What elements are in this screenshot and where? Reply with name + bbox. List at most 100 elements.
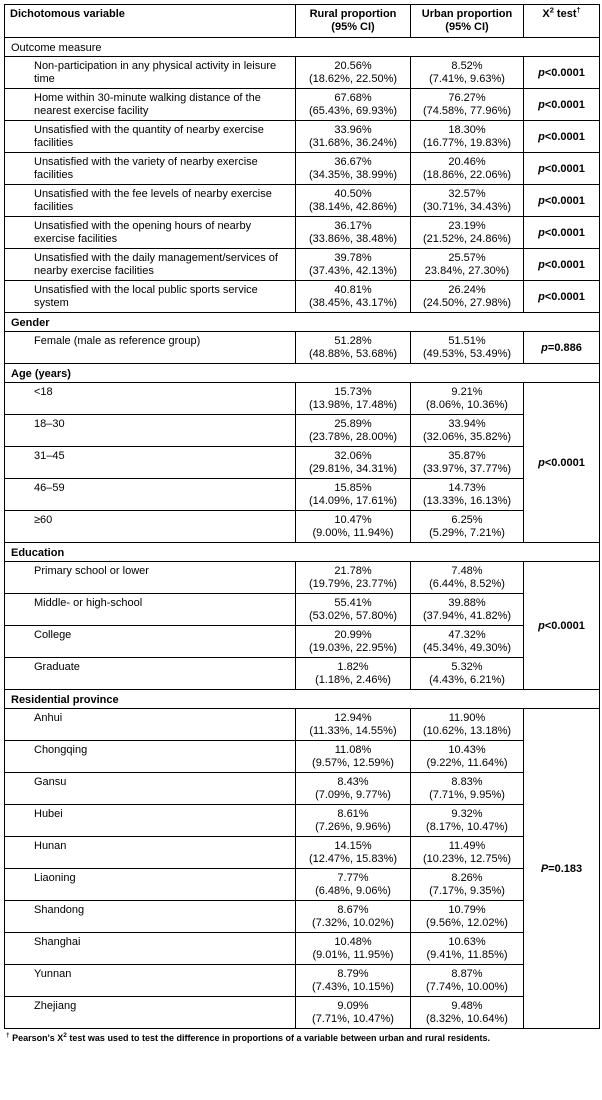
rural-ci: (14.09%, 17.61%)	[308, 494, 398, 507]
rural-value: 40.50%	[334, 188, 372, 200]
section-title: Outcome measure	[4, 37, 600, 57]
urban-value: 26.24%	[448, 284, 486, 296]
row-label: Unsatisfied with the variety of nearby e…	[4, 152, 296, 185]
rural-proportion-cell: 36.67% (34.35%, 38.99%)	[295, 152, 411, 185]
rural-value: 25.89%	[334, 418, 372, 430]
rural-proportion-cell: 11.08% (9.57%, 12.59%)	[295, 740, 411, 773]
p-value-cell: p<0.0001	[523, 248, 600, 281]
urban-proportion-cell: 33.94% (32.06%, 35.82%)	[410, 414, 524, 447]
urban-proportion-cell: 25.57% 23.84%, 27.30%)	[410, 248, 524, 281]
p-value-variable: p	[538, 98, 545, 111]
urban-proportion-cell: 10.79% (9.56%, 12.02%)	[410, 900, 524, 933]
urban-value: 47.32%	[448, 629, 486, 641]
urban-value: 25.57%	[448, 252, 486, 264]
chi-superscript: 2	[549, 5, 554, 15]
rural-ci: (13.98%, 17.48%)	[308, 398, 398, 411]
rural-proportion-cell: 51.28% (48.88%, 53.68%)	[295, 331, 411, 364]
urban-ci: (9.56%, 12.02%)	[426, 916, 508, 929]
urban-ci: (7.41%, 9.63%)	[429, 72, 505, 85]
urban-ci: (6.44%, 8.52%)	[429, 577, 505, 590]
rural-value: 32.06%	[334, 450, 372, 462]
rural-value: 33.96%	[334, 124, 372, 136]
rural-ci: (19.03%, 22.95%)	[308, 641, 398, 654]
rural-ci: (9.01%, 11.95%)	[312, 948, 394, 961]
p-value-number: <0.0001	[544, 98, 585, 111]
rural-proportion-cell: 25.89% (23.78%, 28.00%)	[295, 414, 411, 447]
rural-proportion-cell: 8.43% (7.09%, 9.77%)	[295, 772, 411, 805]
table-row: Female (male as reference group) 51.28% (4…	[4, 331, 600, 364]
urban-proportion-cell: 35.87% (33.97%, 37.77%)	[410, 446, 524, 479]
rural-ci: (7.09%, 9.77%)	[315, 788, 391, 801]
rural-ci: (9.00%, 11.94%)	[312, 526, 394, 539]
row-label: Unsatisfied with the local public sports…	[4, 280, 296, 313]
p-value-number: <0.0001	[544, 258, 585, 271]
row-label: Middle- or high-school	[4, 593, 296, 626]
rural-ci: (11.33%, 14.55%)	[309, 724, 397, 737]
urban-proportion-cell: 26.24% (24.50%, 27.98%)	[410, 280, 524, 313]
chi-test-label: test	[553, 8, 577, 20]
rural-ci: (38.45%, 43.17%)	[308, 296, 398, 309]
table-row: Unsatisfied with the fee levels of nearb…	[4, 184, 600, 217]
urban-proportion-cell: 23.19% (21.52%, 24.86%)	[410, 216, 524, 249]
urban-proportion-cell: 14.73% (13.33%, 16.13%)	[410, 478, 524, 511]
p-value-number: <0.0001	[544, 66, 585, 79]
rural-value: 55.41%	[334, 597, 372, 609]
section-row: Outcome measure	[4, 37, 600, 57]
rural-value: 1.82%	[337, 661, 369, 673]
urban-ci: (49.53%, 53.49%)	[422, 347, 512, 360]
header-chi-square-test: X2 test†	[523, 4, 600, 38]
rural-proportion-cell: 33.96% (31.68%, 36.24%)	[295, 120, 411, 153]
footnote-chi-superscript: 2	[63, 1032, 67, 1039]
urban-proportion-cell: 9.32% (8.17%, 10.47%)	[410, 804, 524, 837]
p-value-cell: p<0.0001	[523, 184, 600, 217]
p-value-variable: p	[538, 619, 545, 632]
table-row: Middle- or high-school 55.41% (53.02%, 57.…	[4, 593, 600, 626]
rural-ci: (29.81%, 34.31%)	[308, 462, 398, 475]
row-label: Unsatisfied with the quantity of nearby …	[4, 120, 296, 153]
rural-ci: (31.68%, 36.24%)	[308, 136, 398, 149]
rural-ci: (7.71%, 10.47%)	[312, 1012, 394, 1025]
rural-proportion-cell: 20.56% (18.62%, 22.50%)	[295, 56, 411, 89]
urban-value: 14.73%	[448, 482, 486, 494]
proportions-table: Dichotomous variable Rural proportion (9…	[4, 4, 600, 1029]
footnote-dagger: †	[6, 1032, 10, 1039]
rural-value: 8.61%	[337, 808, 369, 820]
table-row: Graduate 1.82% (1.18%, 2.46%) 5.32% (4.43%, …	[4, 657, 600, 690]
urban-value: 20.46%	[448, 156, 486, 168]
p-value-number: =0.183	[548, 862, 583, 875]
urban-proportion-cell: 11.49% (10.23%, 12.75%)	[410, 836, 524, 869]
rural-ci: (18.62%, 22.50%)	[308, 72, 398, 85]
urban-ci: (7.71%, 9.95%)	[429, 788, 505, 801]
p-value-variable: p	[538, 456, 545, 469]
urban-value: 18.30%	[448, 124, 486, 136]
p-value-cell: p<0.0001	[523, 280, 600, 313]
table-row: 31–45 32.06% (29.81%, 34.31%) 35.87% (33.97%…	[4, 446, 600, 479]
urban-proportion-cell: 51.51% (49.53%, 53.49%)	[410, 331, 524, 364]
rural-proportion-cell: 8.79% (7.43%, 10.15%)	[295, 964, 411, 997]
table-row: Hubei 8.61% (7.26%, 9.96%) 9.32% (8.17%, 10.…	[4, 804, 600, 837]
p-value-variable: p	[538, 258, 545, 271]
table-row: Shandong 8.67% (7.32%, 10.02%) 10.79% (9.56%…	[4, 900, 600, 933]
p-value-cell: p=0.886	[523, 331, 600, 364]
urban-ci: (21.52%, 24.86%)	[422, 232, 512, 245]
urban-value: 11.49%	[448, 840, 486, 852]
urban-proportion-cell: 18.30% (16.77%, 19.83%)	[410, 120, 524, 153]
urban-value: 35.87%	[448, 450, 486, 462]
rural-value: 12.94%	[334, 712, 372, 724]
rural-proportion-cell: 55.41% (53.02%, 57.80%)	[295, 593, 411, 626]
section-title: Residential province	[4, 689, 600, 709]
footnote-text-2: test was used to test the difference in …	[66, 1033, 491, 1043]
table-body: Outcome measure Non-participation in any …	[4, 37, 600, 1029]
urban-value: 9.21%	[451, 386, 483, 398]
row-label: Unsatisfied with the opening hours of ne…	[4, 216, 296, 249]
urban-proportion-cell: 6.25% (5.29%, 7.21%)	[410, 510, 524, 543]
p-value-number: <0.0001	[544, 290, 585, 303]
section-row: Residential province	[4, 689, 600, 709]
urban-value: 9.32%	[451, 808, 483, 820]
rural-value: 67.68%	[334, 92, 372, 104]
rural-ci: (34.35%, 38.99%)	[308, 168, 398, 181]
rural-ci: (6.48%, 9.06%)	[315, 884, 391, 897]
urban-ci: (8.06%, 10.36%)	[426, 398, 508, 411]
rural-proportion-cell: 8.61% (7.26%, 9.96%)	[295, 804, 411, 837]
footnote-text-1: Pearson's X	[9, 1033, 64, 1043]
